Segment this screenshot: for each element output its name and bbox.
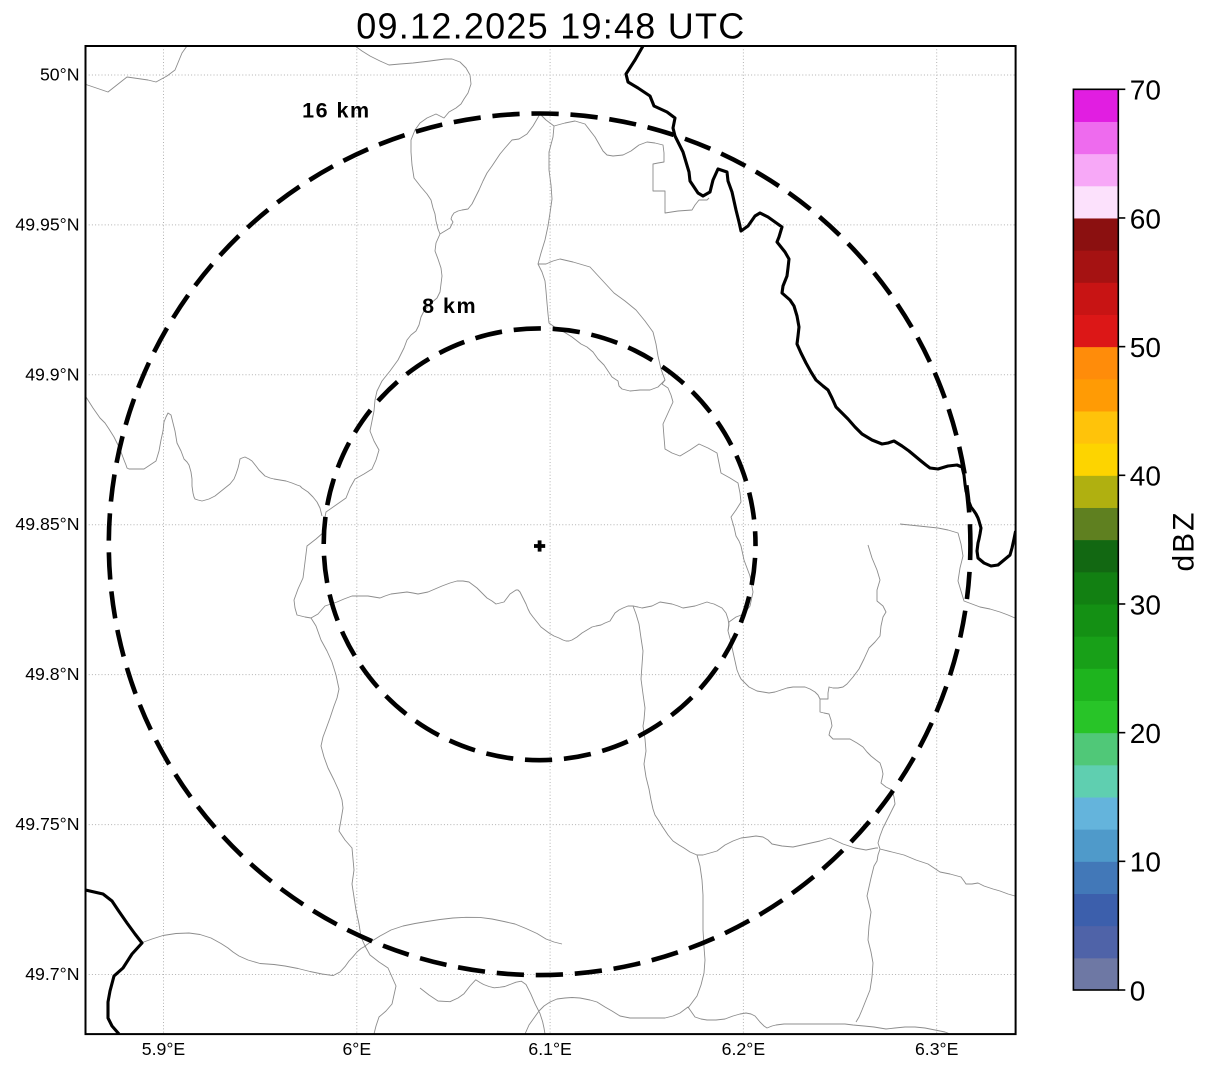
svg-text:49.8°N: 49.8°N bbox=[25, 664, 79, 684]
svg-text:60: 60 bbox=[1130, 203, 1161, 234]
svg-text:6.3°E: 6.3°E bbox=[915, 1039, 959, 1059]
svg-text:10: 10 bbox=[1130, 847, 1161, 878]
svg-text:8 km: 8 km bbox=[422, 294, 477, 318]
svg-text:09.12.2025 19:48 UTC: 09.12.2025 19:48 UTC bbox=[356, 5, 745, 46]
svg-text:0: 0 bbox=[1130, 975, 1146, 1006]
svg-text:50: 50 bbox=[1130, 332, 1161, 363]
svg-text:50°N: 50°N bbox=[40, 65, 80, 85]
svg-text:30: 30 bbox=[1130, 589, 1161, 620]
svg-text:5.9°E: 5.9°E bbox=[142, 1039, 186, 1059]
svg-text:49.75°N: 49.75°N bbox=[15, 814, 79, 834]
svg-text:70: 70 bbox=[1130, 75, 1161, 106]
svg-text:20: 20 bbox=[1130, 718, 1161, 749]
svg-text:49.7°N: 49.7°N bbox=[25, 964, 79, 984]
svg-text:40: 40 bbox=[1130, 461, 1161, 492]
svg-text:6.1°E: 6.1°E bbox=[528, 1039, 572, 1059]
svg-text:16 km: 16 km bbox=[302, 98, 370, 122]
svg-text:49.9°N: 49.9°N bbox=[25, 364, 79, 384]
svg-text:49.85°N: 49.85°N bbox=[15, 514, 79, 534]
svg-text:49.95°N: 49.95°N bbox=[15, 214, 79, 234]
svg-text:dBZ: dBZ bbox=[1168, 510, 1201, 571]
svg-text:6°E: 6°E bbox=[342, 1039, 371, 1059]
svg-text:6.2°E: 6.2°E bbox=[722, 1039, 766, 1059]
